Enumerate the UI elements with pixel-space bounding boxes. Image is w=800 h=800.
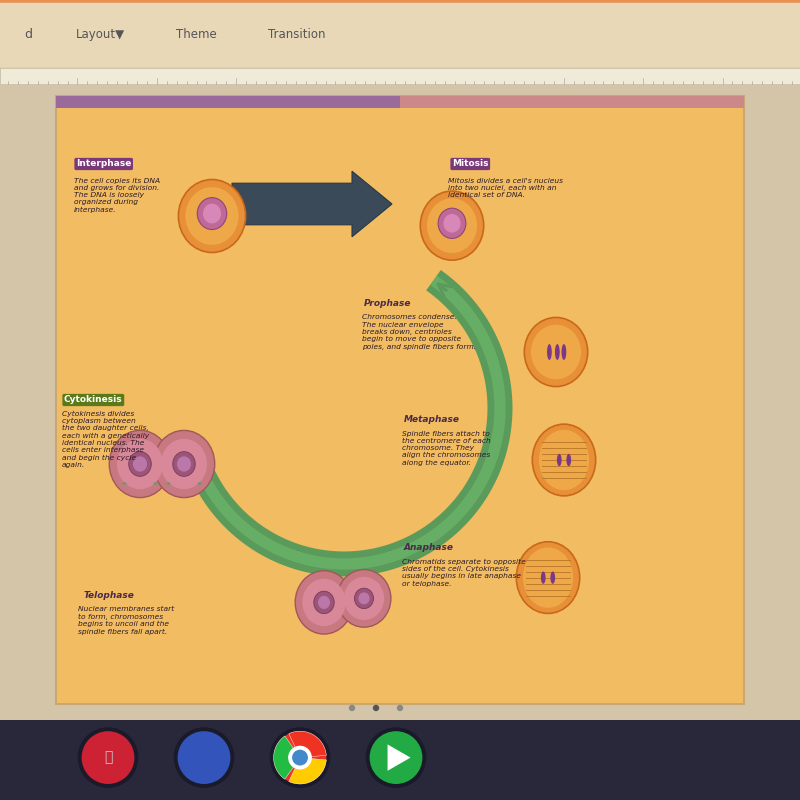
Ellipse shape — [302, 578, 346, 626]
Text: Cytokinesis divides
cytoplasm between
the two daughter cells,
each with a geneti: Cytokinesis divides cytoplasm between th… — [62, 410, 149, 468]
Ellipse shape — [557, 454, 562, 466]
Ellipse shape — [122, 482, 126, 485]
Ellipse shape — [531, 325, 581, 379]
Ellipse shape — [541, 571, 546, 584]
Circle shape — [178, 731, 230, 784]
Ellipse shape — [532, 424, 596, 496]
Circle shape — [270, 727, 330, 788]
Ellipse shape — [166, 482, 170, 485]
Text: Interphase: Interphase — [76, 159, 131, 169]
Ellipse shape — [438, 208, 466, 238]
Circle shape — [174, 727, 234, 788]
FancyBboxPatch shape — [56, 96, 744, 704]
Text: Theme: Theme — [176, 28, 217, 41]
Ellipse shape — [539, 430, 589, 490]
Text: Layout▼: Layout▼ — [76, 28, 125, 41]
Text: Telophase: Telophase — [84, 591, 135, 601]
Wedge shape — [274, 736, 300, 779]
Circle shape — [373, 705, 379, 711]
Ellipse shape — [562, 344, 566, 360]
Ellipse shape — [555, 344, 560, 360]
Circle shape — [366, 727, 426, 788]
Ellipse shape — [354, 588, 374, 609]
Text: Spindle fibers attach to
the centromere of each
chromosome. They
align the chrom: Spindle fibers attach to the centromere … — [402, 430, 490, 466]
Ellipse shape — [177, 456, 191, 472]
Text: Transition: Transition — [268, 28, 326, 41]
FancyBboxPatch shape — [0, 68, 800, 84]
Ellipse shape — [337, 570, 391, 627]
Ellipse shape — [154, 430, 214, 498]
Ellipse shape — [198, 482, 202, 485]
Text: d: d — [24, 28, 32, 41]
Ellipse shape — [117, 438, 163, 489]
Text: ⬛: ⬛ — [104, 750, 112, 765]
Ellipse shape — [203, 204, 221, 223]
Wedge shape — [289, 731, 326, 758]
Ellipse shape — [523, 547, 573, 608]
Ellipse shape — [443, 214, 461, 233]
Ellipse shape — [129, 452, 151, 476]
Ellipse shape — [178, 179, 246, 253]
Ellipse shape — [427, 198, 477, 253]
Ellipse shape — [133, 456, 147, 472]
Ellipse shape — [110, 430, 170, 498]
Circle shape — [78, 727, 138, 788]
FancyBboxPatch shape — [400, 96, 744, 108]
Ellipse shape — [516, 542, 580, 614]
Wedge shape — [289, 758, 326, 784]
Ellipse shape — [344, 577, 384, 620]
Ellipse shape — [198, 198, 226, 230]
Ellipse shape — [314, 591, 334, 614]
Text: Mitosis: Mitosis — [452, 159, 489, 169]
FancyBboxPatch shape — [0, 720, 800, 800]
Ellipse shape — [173, 452, 195, 476]
Text: The cell copies its DNA
and grows for division.
The DNA is loosely
organized dur: The cell copies its DNA and grows for di… — [74, 178, 160, 213]
Circle shape — [292, 750, 308, 766]
Ellipse shape — [161, 438, 207, 489]
Text: Prophase: Prophase — [364, 299, 411, 309]
FancyBboxPatch shape — [0, 0, 800, 68]
Ellipse shape — [186, 187, 238, 245]
Text: Anaphase: Anaphase — [404, 543, 454, 553]
FancyBboxPatch shape — [56, 96, 400, 108]
Ellipse shape — [566, 454, 571, 466]
Ellipse shape — [154, 482, 158, 485]
Text: Nuclear membranes start
to form, chromosomes
begins to uncoil and the
spindle fi: Nuclear membranes start to form, chromos… — [78, 606, 174, 634]
Ellipse shape — [420, 191, 484, 260]
Text: Chromatids separate to opposite
sides of the cell. Cytokinesis
usually begins in: Chromatids separate to opposite sides of… — [402, 558, 526, 586]
FancyArrow shape — [232, 171, 392, 237]
Ellipse shape — [295, 570, 353, 634]
Circle shape — [288, 746, 312, 770]
Circle shape — [349, 705, 355, 711]
Circle shape — [397, 705, 403, 711]
Ellipse shape — [358, 592, 370, 605]
Text: Chromosomes condense.
The nuclear envelope
breaks down, centrioles
begin to move: Chromosomes condense. The nuclear envelo… — [362, 314, 476, 350]
Ellipse shape — [318, 596, 330, 609]
Ellipse shape — [547, 344, 552, 360]
Text: Mitosis divides a cell's nucleus
into two nuclei, each with an
identical set of : Mitosis divides a cell's nucleus into tw… — [448, 178, 563, 198]
Circle shape — [82, 731, 134, 784]
Ellipse shape — [550, 571, 555, 584]
Circle shape — [370, 731, 422, 784]
Polygon shape — [387, 744, 410, 771]
Text: Cytokinesis: Cytokinesis — [64, 395, 122, 405]
Ellipse shape — [524, 318, 588, 386]
Circle shape — [274, 731, 326, 784]
Text: Metaphase: Metaphase — [404, 415, 460, 425]
